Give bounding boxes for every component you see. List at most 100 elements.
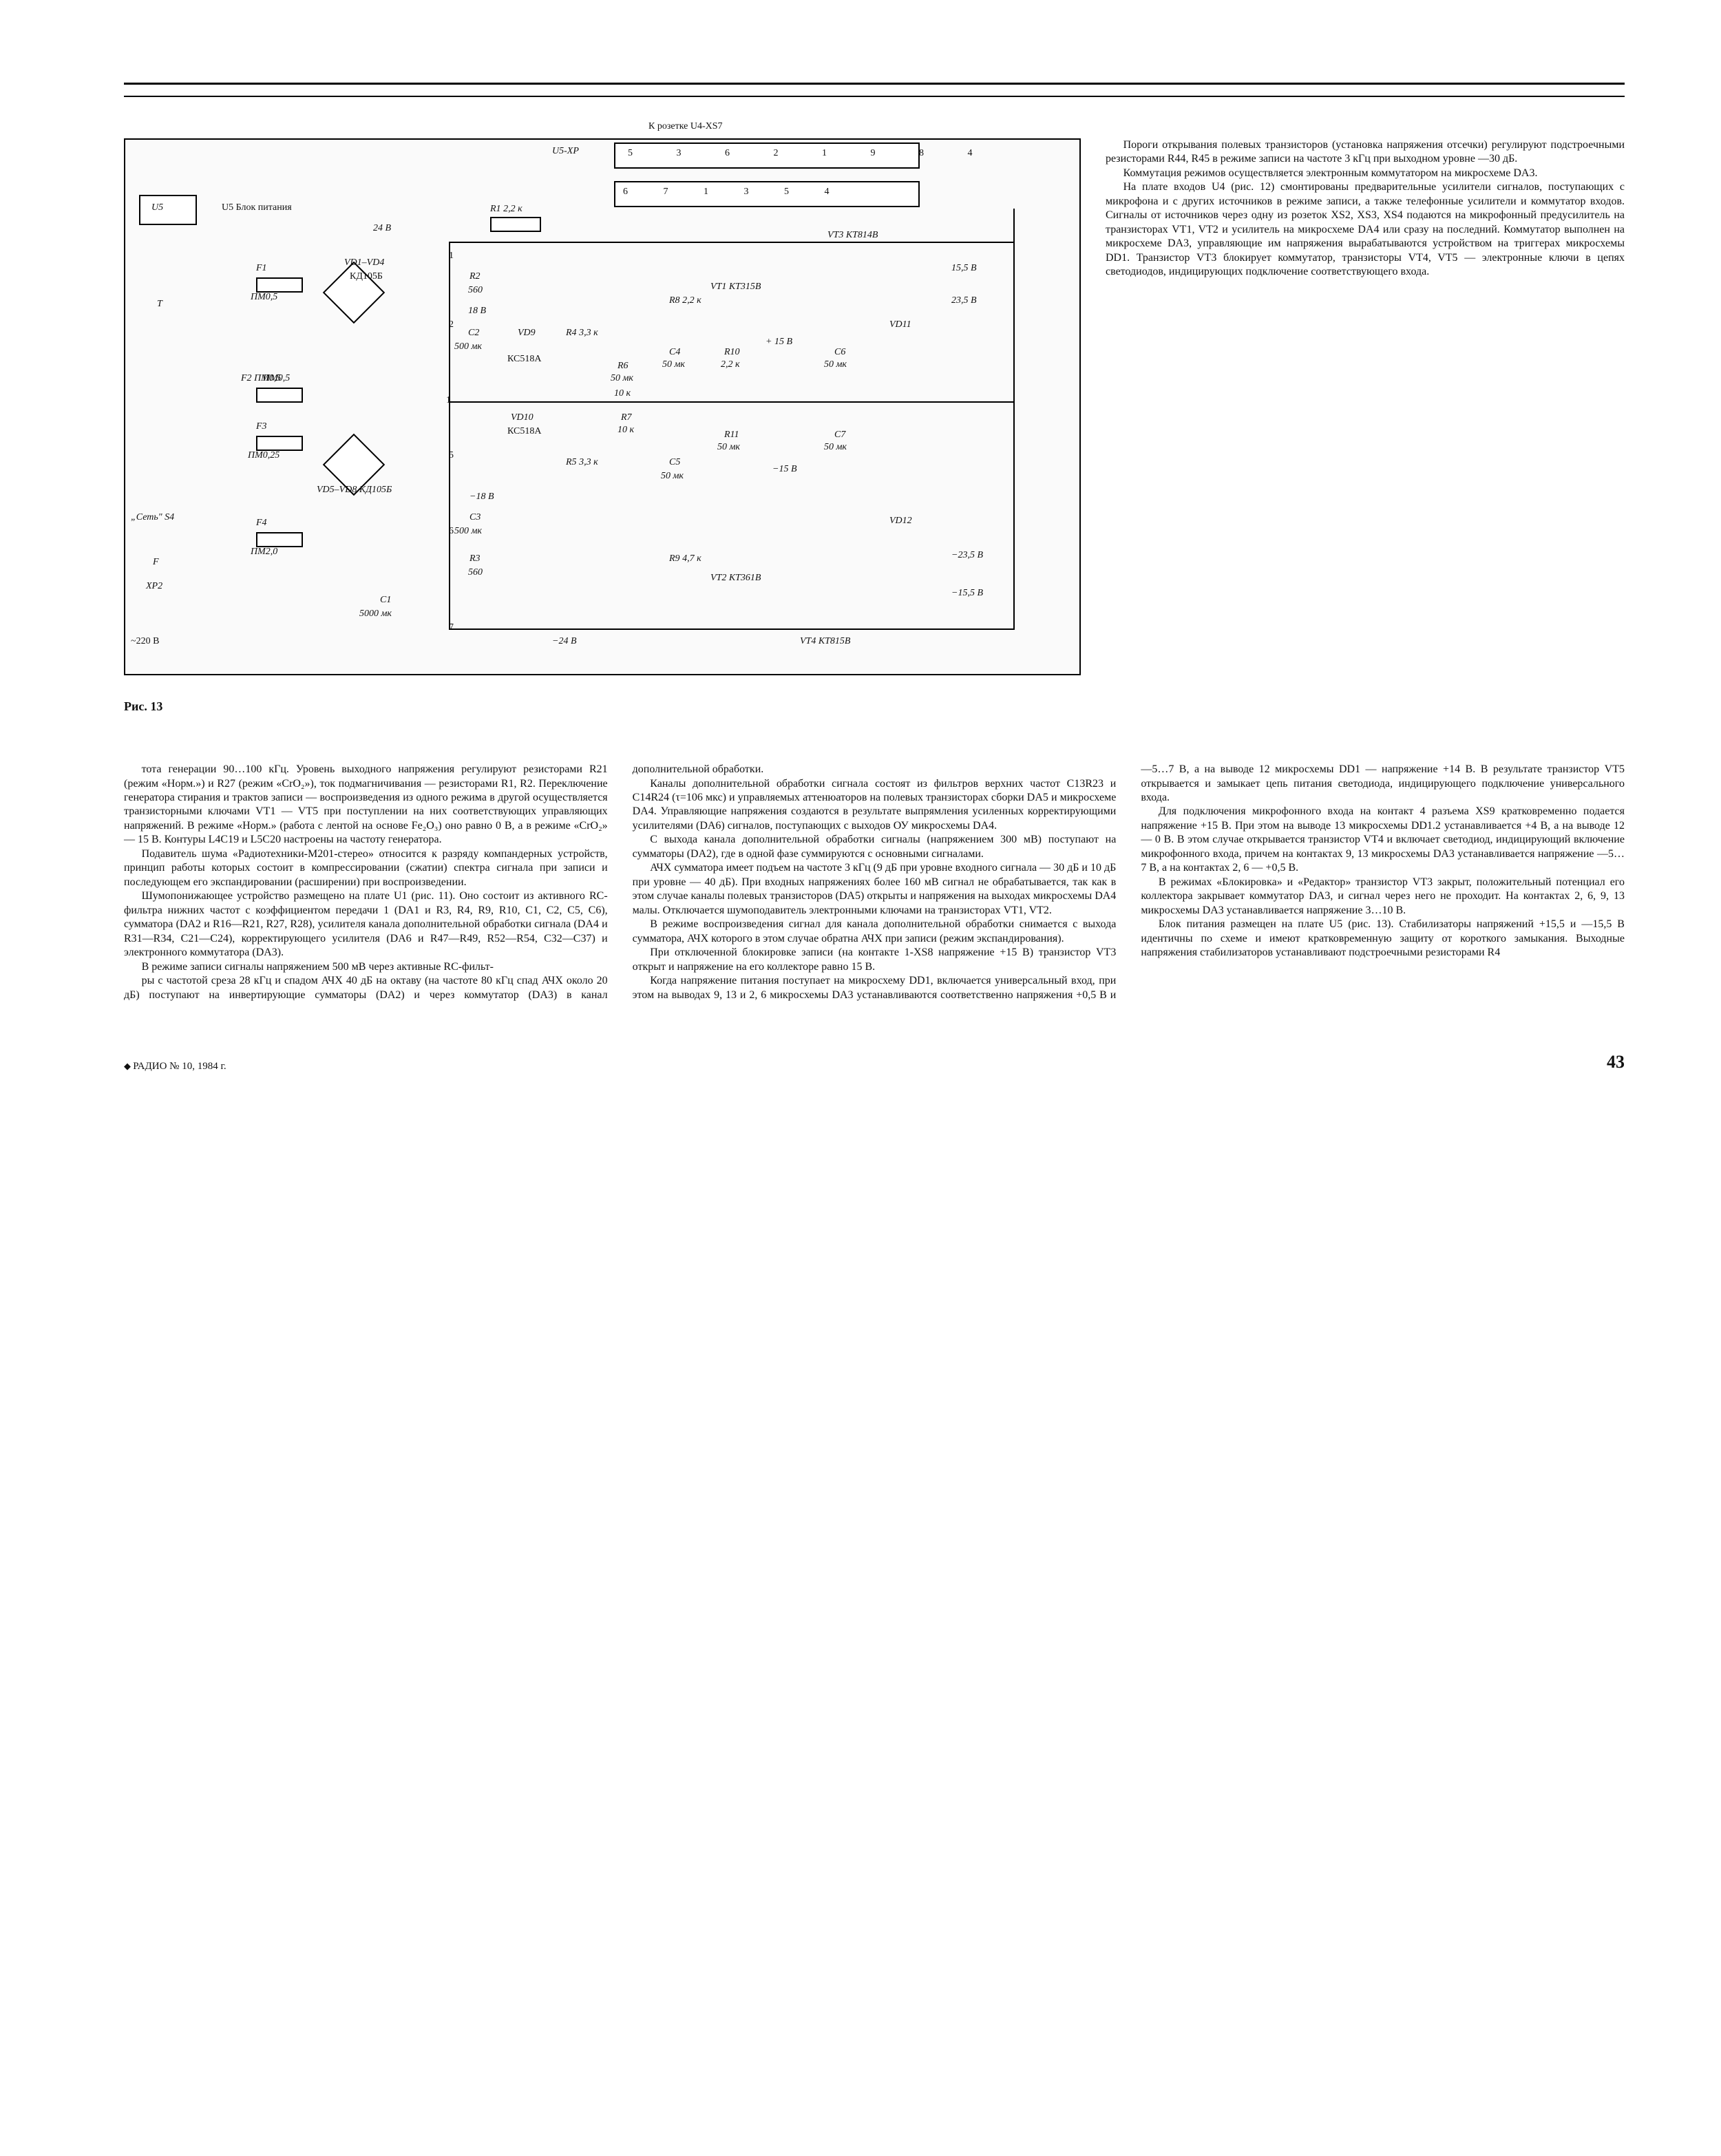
- vt2-label: VT2 КТ361В: [710, 572, 761, 584]
- c5-label: C5: [669, 456, 680, 469]
- c4-label: C4: [669, 346, 680, 359]
- f3-label: F3: [256, 421, 267, 433]
- vd9-val: КС518А: [507, 353, 541, 366]
- bus-mid: [449, 401, 1013, 403]
- r10-val: 2,2 к: [721, 359, 740, 371]
- schematic-figure: К розетке U4-XS7 U5-XP 5 3 6 2 1 9 8 4 6…: [124, 138, 1081, 675]
- f1-label: F1: [256, 262, 267, 275]
- rail-p15: + 15 В: [766, 336, 792, 348]
- bus-left: [449, 242, 450, 630]
- r2-label: R2: [469, 271, 481, 283]
- vd12-label: VD12: [889, 515, 912, 527]
- f3-val: ПМ0,25: [248, 450, 279, 462]
- vt1-label: VT1 КТ315В: [710, 281, 761, 293]
- r9-label: R9 4,7 к: [669, 553, 701, 565]
- c6-val: 50 мк: [824, 359, 847, 371]
- conn-id-label: U5-XP: [552, 145, 579, 158]
- vd5-8-label: VD5–VD8 КД105Б: [317, 484, 392, 496]
- body-columns: тота генерации 90…100 кГц. Уровень выход…: [124, 763, 1625, 1002]
- f4-val: ПМ2,0: [251, 546, 277, 558]
- figure-wrap: К розетке U4-XS7 U5-XP 5 3 6 2 1 9 8 4 6…: [124, 138, 1081, 715]
- col-p-1: Подавитель шума «Радиотехники-М201-стере…: [124, 847, 608, 889]
- vd10-val: КС518А: [507, 425, 541, 438]
- connector-mid-pins: 6 7 1 3 5 4: [623, 186, 846, 198]
- tap-18v-a: 18 В: [468, 305, 486, 317]
- rail-155: 15,5 В: [951, 262, 977, 275]
- xp2-label: XP2: [146, 580, 162, 593]
- vt4-label: VT4 КТ815В: [800, 635, 850, 648]
- rail-24v: 24 В: [373, 222, 391, 235]
- r6-label: R6: [617, 360, 629, 372]
- tap-m18v: −18 В: [469, 491, 494, 503]
- c3-label: C3: [469, 511, 481, 524]
- fuse-f2: [256, 388, 303, 403]
- page-footer: РАДИО № 10, 1984 г. 43: [124, 1050, 1625, 1073]
- col-p-7: АЧХ сумматора имеет подъем на частоте 3 …: [633, 861, 1117, 918]
- xfmr-t: T: [157, 298, 162, 310]
- rail-m24: −24 В: [552, 635, 577, 648]
- f4-label: F4: [256, 517, 267, 529]
- side-p-0: Пороги открывания полевых транзисторов (…: [1106, 138, 1625, 167]
- side-p-1: Коммутация режимов осуществляется электр…: [1106, 167, 1625, 180]
- r2-val: 560: [468, 284, 483, 297]
- c7-val: 50 мк: [824, 441, 847, 454]
- u5-label: U5: [151, 202, 163, 214]
- page: К розетке U4-XS7 U5-XP 5 3 6 2 1 9 8 4 6…: [124, 83, 1625, 1073]
- r5-label: R5 3,3 к: [566, 456, 598, 469]
- vt3-label: VT3 КТ814В: [827, 229, 878, 242]
- r11-val: 50 мк: [717, 441, 740, 454]
- top-rule-thin: [124, 96, 1625, 97]
- c1-label: C1: [380, 594, 391, 606]
- col-p-5: Каналы дополнительной обработки сигнала …: [633, 777, 1117, 834]
- c2-val: 500 мк: [454, 341, 482, 353]
- connector-top-pins: 5 3 6 2 1 9 8 4: [628, 147, 993, 160]
- fuse-f: F: [153, 556, 159, 569]
- bus-top: [449, 242, 1013, 243]
- fuse-f3: [256, 436, 303, 451]
- col-p-11: Для подключения микрофонного входа на ко…: [1141, 805, 1625, 875]
- rail-m235: −23,5 В: [951, 549, 983, 562]
- fuse-f1: [256, 277, 303, 293]
- f1-val: ПМ0,5: [251, 291, 277, 304]
- footer-issue: РАДИО № 10, 1984 г.: [124, 1060, 226, 1073]
- side-p-2: На плате входов U4 (рис. 12) смонтирован…: [1106, 180, 1625, 279]
- r11-label: R11: [724, 429, 739, 441]
- u5-box: [139, 195, 197, 225]
- mains-switch: „Сеть" S4: [131, 511, 174, 524]
- c3-val: 500 мк: [454, 525, 482, 538]
- col-p-3: В режиме записи сигналы напряжением 500 …: [124, 960, 608, 974]
- figure-caption: Рис. 13: [124, 699, 1081, 715]
- c7-label: C7: [834, 429, 845, 441]
- col-p-13: Блок питания размещен на плате U5 (рис. …: [1141, 918, 1625, 960]
- c2-label: C2: [468, 327, 479, 339]
- c1-val: 5000 мк: [359, 608, 392, 620]
- vd1-4-val: КД105Б: [350, 271, 383, 283]
- r1: [490, 217, 541, 232]
- top-zone: К розетке U4-XS7 U5-XP 5 3 6 2 1 9 8 4 6…: [124, 138, 1625, 715]
- c5-val: 50 мк: [661, 470, 684, 483]
- bus-right: [1013, 209, 1015, 630]
- r3-label: R3: [469, 553, 481, 565]
- vd9-label: VD9: [518, 327, 536, 339]
- c4-val: 50 мк: [662, 359, 685, 371]
- r6-10k: 10 к: [614, 388, 631, 400]
- rail-m15: −15 В: [772, 463, 797, 476]
- top-rule-heavy: [124, 83, 1625, 85]
- fuse-f4: [256, 532, 303, 547]
- rail-235: 23,5 В: [951, 295, 977, 307]
- col-p-8: В режиме воспроизведения сигнал для кана…: [633, 918, 1117, 946]
- col-p-9: При отключенной блокировке записи (на ко…: [633, 946, 1117, 974]
- r4-label: R4 3,3 к: [566, 327, 598, 339]
- col-p-0: тота генерации 90…100 кГц. Уровень выход…: [124, 763, 608, 847]
- f2-val: ПМ0,5: [263, 372, 290, 385]
- c6-label: C6: [834, 346, 845, 359]
- rail-m155: −15,5 В: [951, 587, 983, 600]
- mains-voltage: ~220 В: [131, 635, 159, 648]
- r6-val: 50 мк: [611, 372, 633, 385]
- r3-val: 560: [468, 567, 483, 579]
- schematic-header-label: К розетке U4-XS7: [648, 120, 723, 133]
- right-side-column: Пороги открывания полевых транзисторов (…: [1106, 138, 1625, 715]
- r10-label: R10: [724, 346, 740, 359]
- r7-label: R7: [621, 412, 632, 424]
- vd11-label: VD11: [889, 319, 911, 331]
